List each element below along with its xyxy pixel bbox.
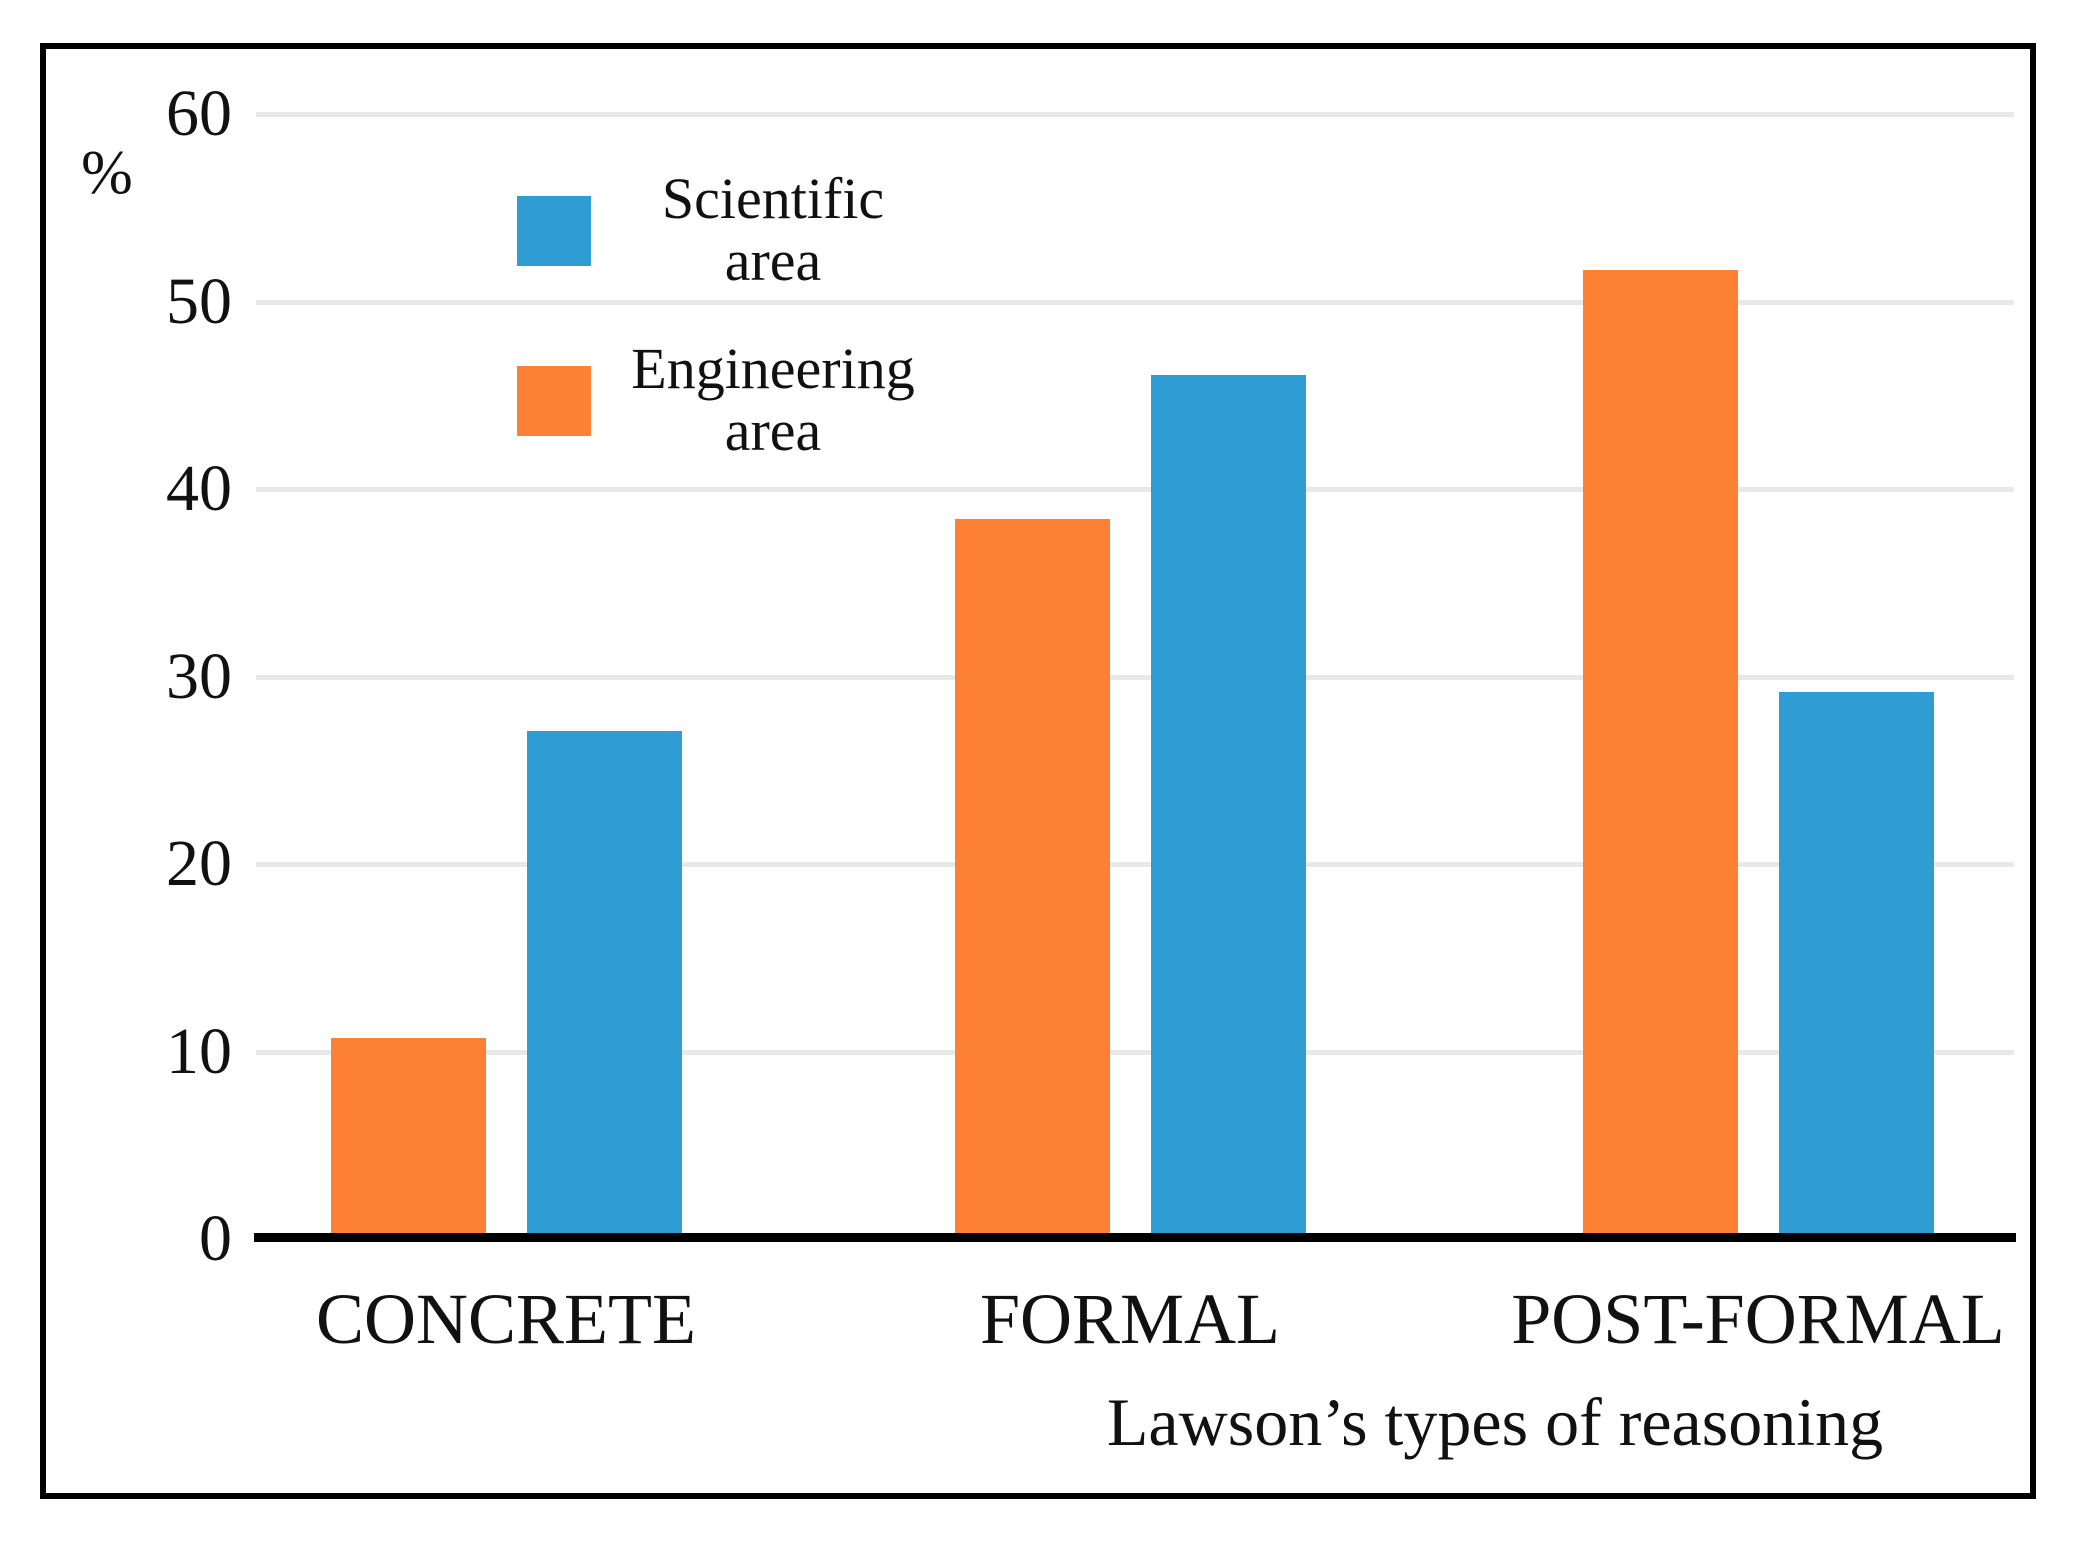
gridline-60 (256, 112, 2014, 117)
legend-label-line2: area (724, 228, 822, 293)
legend-item-scientific: Scientific area (517, 168, 997, 292)
bar-post-formal-engineering-area (1583, 270, 1738, 1239)
y-tick-label-60: 60 (166, 77, 232, 150)
scientific-swatch-icon (517, 196, 591, 266)
legend-label-engineering: Engineering area (613, 338, 933, 462)
bar-formal-scientific-area (1151, 375, 1306, 1239)
legend-label-line1: Engineering (631, 336, 915, 401)
bar-concrete-scientific-area (527, 731, 682, 1239)
gridline-30 (256, 674, 2014, 680)
x-axis-line (254, 1233, 2016, 1242)
gridline-20 (256, 862, 2014, 867)
legend-label-line1: Scientific (661, 166, 885, 231)
x-axis-title: Lawson’s types of reasoning (1106, 1384, 1884, 1460)
y-tick-label-40: 40 (166, 452, 232, 525)
engineering-swatch-icon (517, 366, 591, 436)
bar-formal-engineering-area (955, 519, 1110, 1239)
legend-label-scientific: Scientific area (613, 168, 933, 292)
legend-label-line2: area (724, 398, 822, 463)
gridline-10 (256, 1049, 2014, 1055)
bar-concrete-engineering-area (331, 1038, 486, 1239)
y-tick-label-0: 0 (199, 1202, 232, 1275)
gridline-40 (256, 487, 2014, 492)
legend-item-engineering: Engineering area (517, 338, 997, 462)
x-label-formal: FORMAL (979, 1279, 1281, 1359)
y-tick-label-10: 10 (166, 1014, 232, 1088)
y-axis-unit-label: % (81, 139, 133, 207)
y-tick-label-30: 30 (166, 639, 232, 713)
legend: Scientific area Engineering area (517, 168, 997, 508)
gridline-50 (256, 299, 2014, 305)
bar-post-formal-scientific-area (1779, 692, 1934, 1240)
x-label-post-formal: POST-FORMAL (1511, 1279, 2005, 1359)
x-label-concrete: CONCRETE (315, 1279, 697, 1359)
y-tick-label-20: 20 (166, 827, 232, 900)
y-tick-label-50: 50 (166, 264, 232, 338)
